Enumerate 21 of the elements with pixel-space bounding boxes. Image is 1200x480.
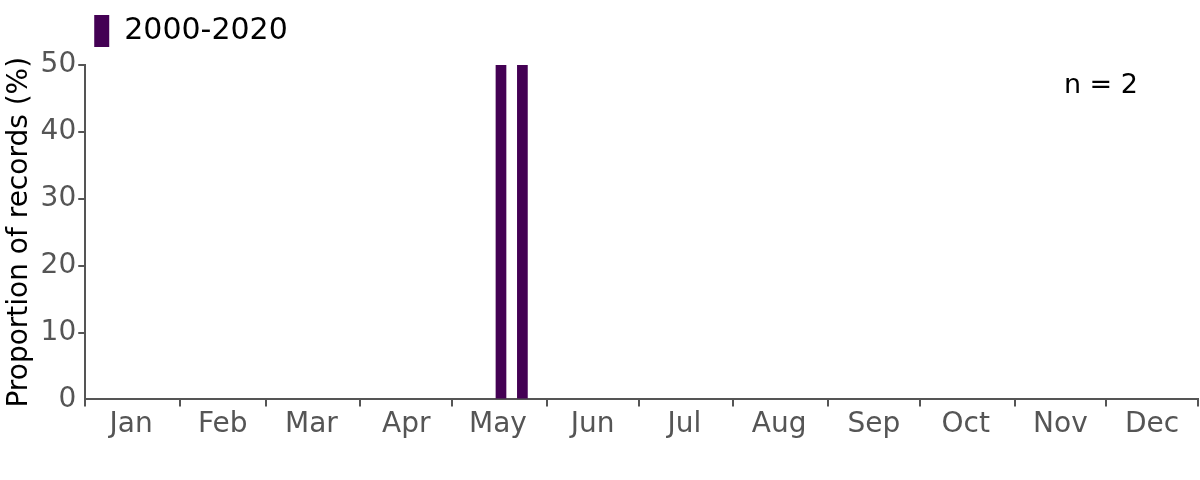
annotation: n = 2 [1063,68,1138,100]
y-tick-label: 50 [40,46,77,80]
y-tick-label: 20 [40,246,77,280]
y-tick-label: 30 [40,180,77,214]
x-tick-label: May [468,406,527,440]
x-tick-label: Jun [568,406,615,440]
x-tick-label: Feb [198,406,248,440]
x-tick-label: Aug [751,406,807,440]
legend-label: 2000-2020 [124,10,288,46]
x-tick-label: Oct [941,406,990,440]
y-axis-title: Proportion of records (%) [1,56,35,408]
x-tick-label: Apr [381,406,431,440]
x-tick-label: Jan [107,406,153,440]
y-tick-label: 10 [40,313,77,347]
x-tick-label: Jul [665,406,702,440]
y-tick-label: 0 [58,380,77,414]
x-tick-label: Sep [847,406,901,440]
x-tick-label: Dec [1125,406,1180,440]
y-tick-label: 40 [40,113,77,147]
x-tick-label: Nov [1033,406,1088,440]
x-tick-label: Mar [285,406,339,440]
